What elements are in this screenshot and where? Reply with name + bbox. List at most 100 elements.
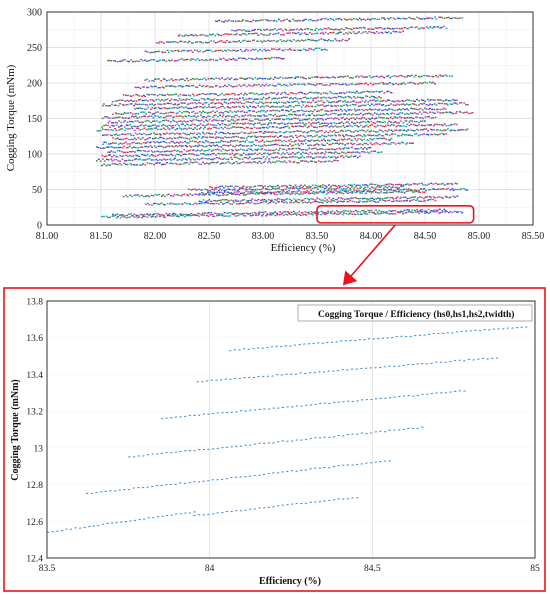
top-data-point (266, 19, 269, 21)
top-data-point (142, 121, 144, 123)
top-data-point (317, 131, 319, 133)
top-data-point (319, 185, 322, 187)
top-data-point (407, 104, 410, 106)
top-data-point (327, 123, 330, 125)
top-data-point (148, 94, 151, 96)
top-data-point (383, 137, 385, 139)
top-data-point (228, 115, 231, 117)
top-data-point (252, 19, 255, 21)
top-data-point (236, 193, 239, 195)
top-data-point (234, 110, 236, 113)
top-data-point (310, 213, 313, 215)
top-data-point (109, 164, 111, 166)
top-data-point (430, 128, 432, 130)
top-data-point (322, 148, 324, 150)
top-data-point (175, 150, 178, 152)
top-data-point (113, 134, 116, 136)
top-data-point (116, 150, 119, 152)
top-data-point (357, 134, 360, 136)
top-data-point (283, 34, 285, 36)
top-data-point (412, 142, 414, 144)
top-data-point (404, 117, 407, 119)
top-data-point (277, 83, 280, 85)
top-data-point (162, 137, 165, 140)
top-data-point (308, 39, 311, 41)
top-data-point (342, 210, 345, 212)
top-data-point (331, 192, 333, 194)
top-data-point (392, 27, 394, 30)
top-data-point (248, 153, 251, 155)
top-data-point (287, 32, 290, 34)
top-data-point (354, 32, 356, 35)
top-data-point (278, 28, 280, 30)
top-data-point (282, 126, 285, 129)
top-data-point (217, 186, 220, 188)
top-data-point (386, 187, 389, 189)
top-data-point (333, 29, 335, 31)
top-data-point (213, 157, 216, 160)
top-data-point (197, 212, 199, 215)
top-data-point (247, 114, 249, 117)
top-data-point (343, 135, 345, 138)
top-data-point (180, 151, 183, 153)
top-data-point (289, 193, 292, 195)
top-data-point (193, 78, 196, 81)
top-data-point (462, 129, 465, 131)
top-data-point (440, 75, 443, 77)
top-data-point (255, 111, 258, 114)
top-data-point (142, 60, 144, 62)
top-data-point (408, 117, 411, 119)
top-data-point (383, 142, 385, 144)
top-data-point (116, 137, 119, 139)
top-data-point (374, 187, 377, 189)
top-data-point (314, 191, 317, 194)
top-data-point (209, 162, 211, 165)
top-data-point (129, 127, 132, 130)
top-data-point (219, 105, 222, 108)
top-data-point (233, 187, 236, 189)
top-data-point (226, 59, 229, 61)
top-data-point (267, 136, 269, 138)
top-data-point (165, 142, 168, 144)
top-data-point (405, 134, 408, 136)
top-data-point (278, 157, 281, 159)
top-data-point (243, 102, 246, 105)
top-data-point (190, 107, 193, 110)
top-data-point (157, 213, 160, 215)
top-data-point (204, 85, 207, 88)
top-data-point (133, 164, 135, 166)
top-data-point (208, 98, 210, 100)
top-data-point (329, 211, 332, 213)
top-data-point (431, 129, 433, 131)
top-data-point (367, 83, 369, 86)
top-data-point (250, 32, 253, 35)
top-data-point (247, 191, 250, 193)
top-data-point (321, 96, 324, 99)
top-data-point (269, 102, 271, 104)
top-data-point (369, 113, 372, 115)
top-data-point (320, 148, 322, 150)
top-data-point (273, 56, 276, 59)
top-data-point (330, 201, 332, 203)
top-data-point (337, 76, 340, 78)
top-data-point (114, 151, 117, 153)
top-data-point (99, 160, 102, 162)
top-data-point (374, 18, 376, 20)
top-data-point (215, 102, 218, 104)
top-data-point (227, 191, 230, 194)
top-data-point (364, 146, 366, 149)
top-data-point (316, 148, 319, 151)
top-data-point (439, 133, 441, 135)
top-data-point (386, 99, 389, 101)
top-data-point (103, 134, 106, 136)
top-data-point (292, 186, 295, 188)
top-data-point (411, 189, 414, 192)
top-data-point (215, 124, 218, 127)
top-data-point (213, 215, 216, 218)
top-data-point (386, 109, 389, 111)
top-data-point (434, 99, 436, 101)
top-data-point (168, 79, 171, 81)
top-data-point (432, 99, 435, 101)
top-data-point (316, 92, 319, 94)
top-data-point (327, 188, 330, 190)
